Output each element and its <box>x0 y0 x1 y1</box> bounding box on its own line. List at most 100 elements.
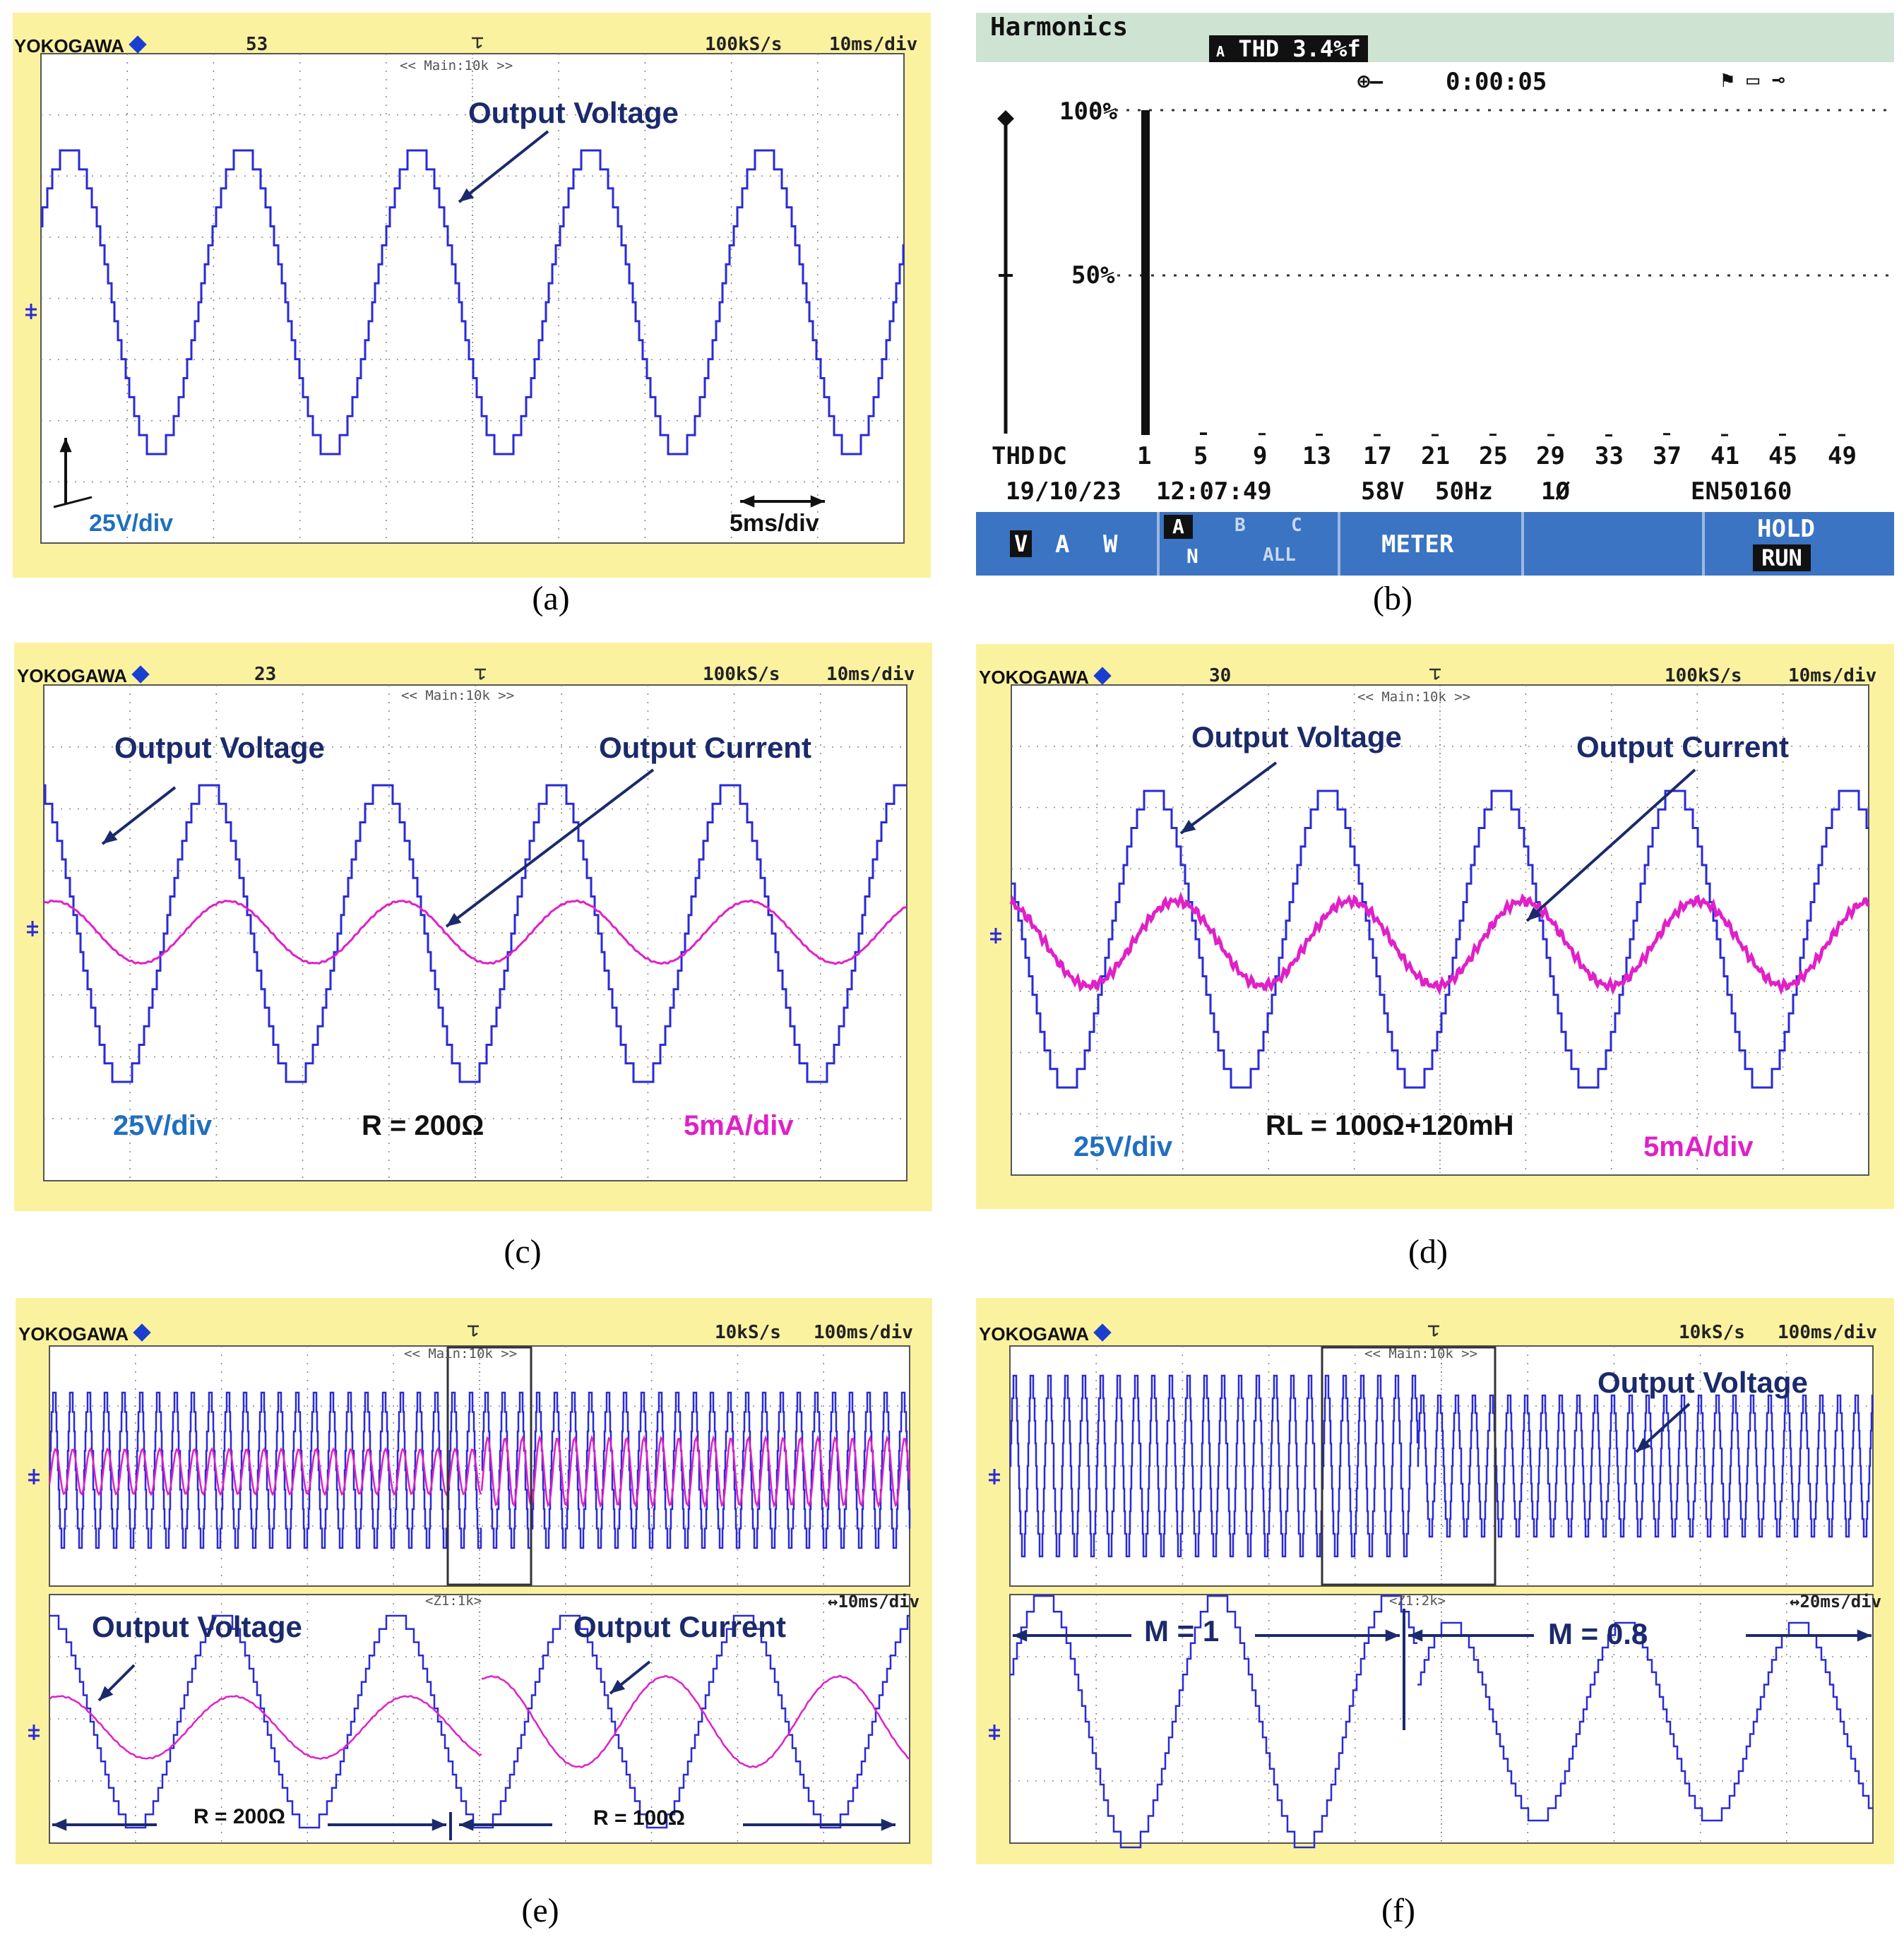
brand-diamond-icon <box>131 665 150 684</box>
brand-label: YOKOGAWA <box>979 1323 1112 1345</box>
harmonic-bar-29 <box>1547 434 1554 436</box>
volts-per-div: 25V/div <box>89 510 174 537</box>
brand-diamond-icon <box>129 35 147 54</box>
x-axis-label-13: 13 <box>1302 442 1331 470</box>
overview-voltage-trace-b <box>481 1391 911 1549</box>
caption-d: (d) <box>1408 1233 1448 1270</box>
x-axis-label-1: 1 <box>1137 442 1152 470</box>
output-voltage-trace <box>49 1614 910 1829</box>
harmonic-bar-1 <box>1141 110 1150 435</box>
caption-f: (f) <box>1381 1892 1415 1929</box>
record-number: 30 <box>1209 665 1232 686</box>
time-scale-arrow-left-head <box>740 495 755 508</box>
voltage-label-arrow <box>101 786 177 845</box>
frequency-readout: 50Hz <box>1435 477 1493 506</box>
caption-b: (b) <box>1373 580 1412 617</box>
y-axis-mid-label: 50% <box>1071 261 1115 290</box>
x-axis-label-17: 17 <box>1363 442 1392 470</box>
brand-diamond-icon <box>1093 1323 1112 1342</box>
volts-scale-tick <box>53 496 93 508</box>
time-scale-arrow-right-head <box>810 495 825 508</box>
sample-rate: 100kS/s <box>703 664 780 685</box>
voltage-label-arrow <box>1179 761 1278 835</box>
phase-select-button[interactable]: A B C N ALL <box>1157 512 1340 576</box>
brand-label: YOKOGAWA <box>14 35 147 57</box>
phase-readout: 1Ø <box>1541 477 1570 506</box>
voltage-label-arrow <box>458 130 549 203</box>
power-status-icon: ⚑ ▭ ⊸ <box>1721 68 1785 93</box>
volts-scale-arrow-head <box>59 438 72 453</box>
current-label-arrow <box>445 768 655 928</box>
label-output-voltage: Output Voltage <box>114 731 325 764</box>
m08-arrow-left-head <box>1408 1629 1423 1642</box>
amps-per-div: 5mA/div <box>684 1110 794 1141</box>
sample-rate: 100kS/s <box>705 34 783 55</box>
harmonics-title: Harmonics <box>990 13 1129 42</box>
x-axis-label-dc: DC <box>1038 442 1067 470</box>
time-per-div: 5ms/div <box>730 510 819 537</box>
vaw-v-label: V <box>1010 530 1033 557</box>
harmonic-bar-45 <box>1779 434 1786 436</box>
ground-marker-top <box>28 1469 40 1484</box>
trigger-position-icon <box>1428 1325 1439 1338</box>
zoom2-label: <Z1:2k> <box>1389 1593 1446 1609</box>
phase-b-label: B <box>1234 515 1246 536</box>
hold-run-button[interactable]: HOLD RUN <box>1702 512 1891 576</box>
voltage-label-arrow-head <box>1181 820 1196 833</box>
vaw-a-label: A <box>1055 530 1070 559</box>
ground-marker-bottom <box>989 1724 1000 1740</box>
x-axis-label-41: 41 <box>1710 442 1739 470</box>
zoom-label: << Main:10k >> <box>401 688 515 703</box>
brand-diamond-icon <box>1093 667 1112 685</box>
run-label: RUN <box>1753 544 1811 571</box>
load1-arrow-right-head <box>432 1818 446 1831</box>
timebase: 100ms/div <box>814 1322 913 1343</box>
timebase: 10ms/div <box>1788 665 1877 686</box>
overview-voltage-trace-a <box>1009 1374 1419 1558</box>
vaw-w-label: W <box>1103 530 1118 559</box>
ground-marker <box>27 921 38 936</box>
meter-button[interactable]: METER <box>1338 512 1524 576</box>
vaw-button[interactable]: V A W <box>976 512 1160 576</box>
scope-plot-c <box>27 668 908 1181</box>
load2-arrow-left-head <box>459 1818 474 1831</box>
voltage-label-arrow-head <box>102 830 118 844</box>
current-label-arrow-head <box>610 1679 626 1693</box>
current-label-arrow-head <box>446 912 462 927</box>
zoom-window-box <box>446 1346 532 1586</box>
ground-marker-top <box>989 1469 1000 1484</box>
sample-rate: 10kS/s <box>1679 1322 1745 1343</box>
blank-function-button[interactable] <box>1521 512 1705 576</box>
phase-all-label: ALL <box>1263 544 1296 566</box>
harmonics-bar-chart <box>997 109 1894 437</box>
harmonic-bar-13 <box>1316 434 1323 436</box>
m1-arrow-left-head <box>1013 1629 1028 1642</box>
scope-panel-e: YOKOGAWA 10kS/s 100ms/div << Main:10k >>… <box>16 1298 932 1864</box>
x-axis-label-45: 45 <box>1768 442 1797 470</box>
output-current-trace-a <box>49 1695 482 1761</box>
voltage-label-arrow-head <box>99 1686 114 1700</box>
output-voltage-trace <box>1011 790 1869 1089</box>
thd-readout: A THD 3.4%f <box>1209 35 1368 62</box>
phase-c-label: C <box>1291 515 1302 536</box>
phase-n-label: N <box>1186 544 1198 568</box>
date-readout: 19/10/23 <box>1006 477 1121 506</box>
timebase: 100ms/div <box>1778 1322 1877 1343</box>
harmonics-header <box>976 13 1894 62</box>
caption-e: (e) <box>521 1892 559 1929</box>
volts-per-div: 25V/div <box>113 1110 213 1141</box>
load2-value: R = 100Ω <box>593 1806 685 1830</box>
timer-icon: ⊕– <box>1357 69 1384 94</box>
zoom-label: << Main:10k >> <box>404 1346 518 1362</box>
label-output-voltage: Output Voltage <box>468 96 679 129</box>
m08-arrow-right-head <box>1857 1629 1872 1642</box>
volts-per-div: 25V/div <box>1073 1131 1173 1162</box>
m1-arrow-right-head <box>1385 1629 1400 1642</box>
timebase: 10ms/div <box>826 664 915 685</box>
caption-c: (c) <box>504 1233 542 1270</box>
timebase: 10ms/div <box>829 34 918 55</box>
amps-per-div: 5mA/div <box>1643 1131 1754 1162</box>
scope-plot-d <box>990 668 1870 1176</box>
x-axis-label-33: 33 <box>1595 442 1624 470</box>
label-output-voltage: Output Voltage <box>1597 1366 1808 1399</box>
